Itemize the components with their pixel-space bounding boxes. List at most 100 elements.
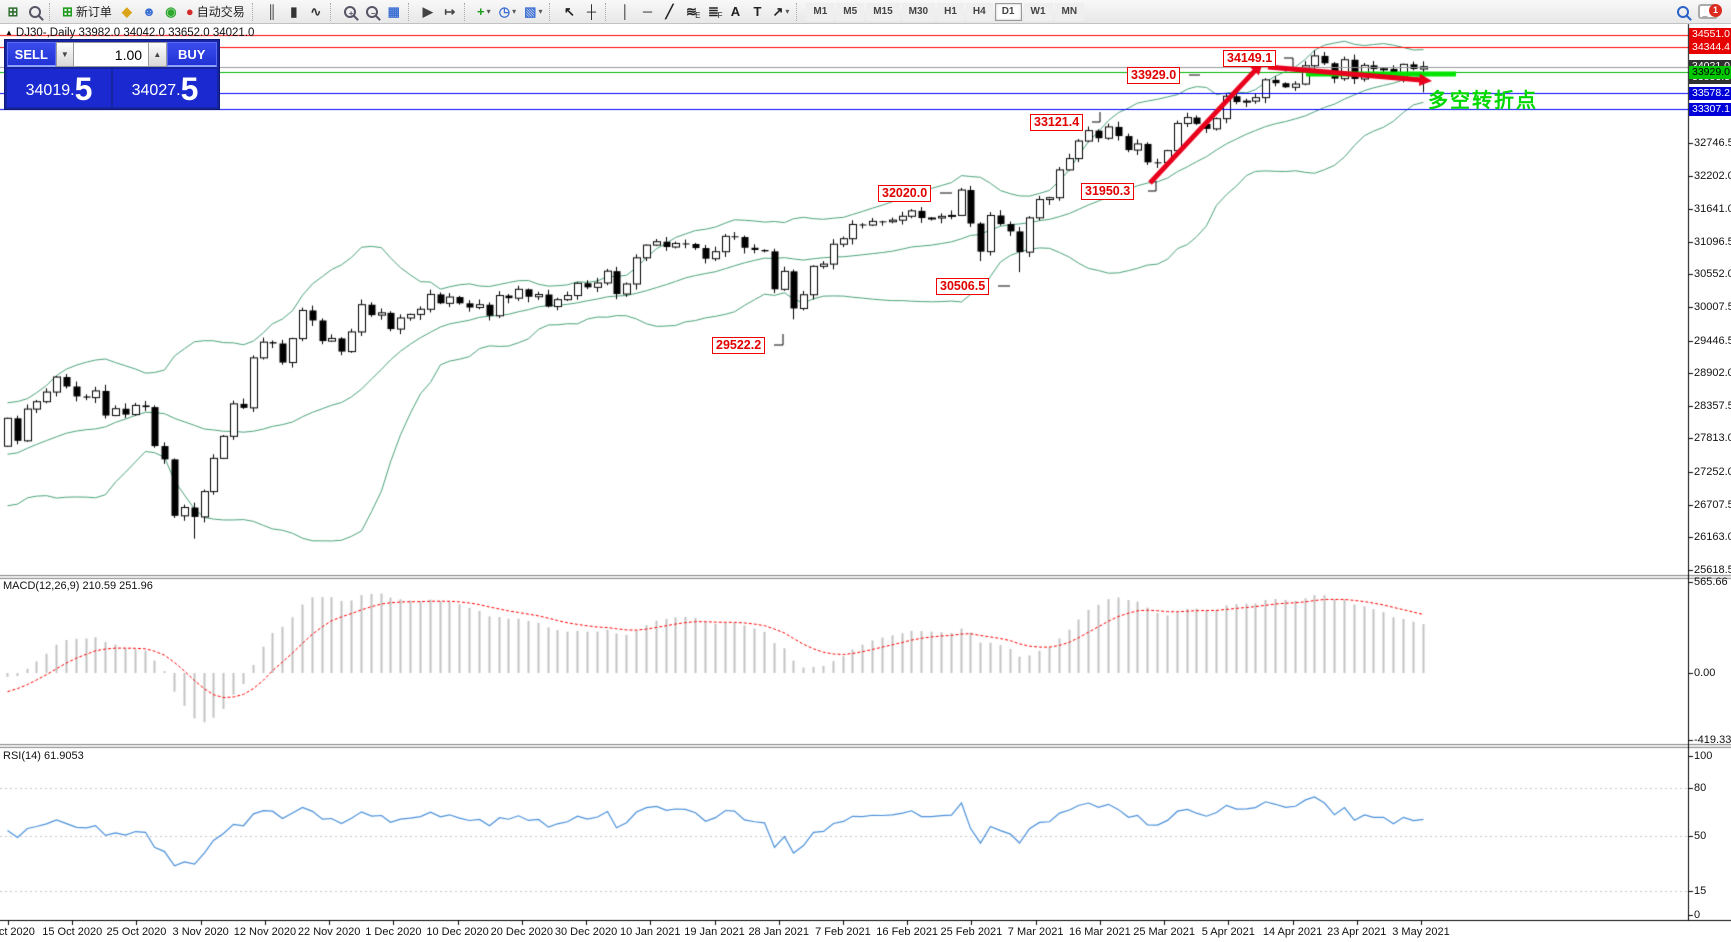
- search-icon: [1677, 5, 1689, 18]
- timeframe-m1-button[interactable]: M1: [806, 2, 835, 21]
- signal-icon: ◉: [165, 3, 177, 19]
- arrows-dropdown-icon: ▾: [785, 7, 790, 16]
- line-chart-icon: ∿: [310, 3, 322, 19]
- sell-button[interactable]: SELL: [7, 42, 56, 67]
- sell-price[interactable]: 34019. 5: [7, 69, 111, 107]
- price-axis-label: 31641.0: [1694, 203, 1731, 216]
- candlestick-chart-icon: ▮: [290, 3, 298, 19]
- timeframe-h4-button[interactable]: H4: [965, 2, 993, 21]
- auto-trading-button[interactable]: ● 自动交易: [183, 2, 248, 22]
- date-axis-label: 7 Mar 2021: [1007, 926, 1064, 938]
- horizontal-line-button[interactable]: ─: [637, 2, 657, 22]
- price-callout[interactable]: 32020.0: [878, 185, 932, 202]
- timeframe-m5-button[interactable]: M5: [836, 2, 865, 21]
- price-callout[interactable]: 31950.3: [1081, 183, 1135, 200]
- cursor-button[interactable]: ↖: [559, 2, 579, 22]
- notifications-icon: 1: [1698, 4, 1722, 19]
- volume-decrease-button[interactable]: ▼: [55, 42, 75, 67]
- styles-button[interactable]: ◆: [117, 2, 137, 22]
- trendline-button[interactable]: ╱: [659, 2, 679, 22]
- macd-label: MACD(12,26,9) 210.59 251.96: [3, 580, 153, 592]
- candlestick-chart-button[interactable]: ▮: [284, 2, 304, 22]
- turning-point-annotation[interactable]: 多空转折点: [1428, 90, 1538, 112]
- price-callout[interactable]: 33929.0: [1127, 67, 1181, 84]
- price-level-tag: 33307.1: [1689, 102, 1731, 116]
- price-callout[interactable]: 34149.1: [1223, 50, 1277, 67]
- text-button[interactable]: A: [725, 2, 745, 22]
- date-axis-label: 23 Apr 2021: [1327, 926, 1387, 938]
- timeframe-w1-button[interactable]: W1: [1023, 2, 1053, 21]
- rsi-axis-label: 100: [1694, 750, 1713, 762]
- timeframe-m15-button[interactable]: M15: [866, 2, 900, 21]
- new-chart-button[interactable]: ⊞: [3, 2, 23, 22]
- date-axis-label: 10 Jan 2021: [619, 926, 681, 938]
- signal-button[interactable]: ◉: [161, 2, 181, 22]
- chart-zoom-button[interactable]: [25, 2, 45, 22]
- search-button[interactable]: [1673, 2, 1693, 22]
- zoom-in-button[interactable]: +: [340, 2, 360, 22]
- fibonacci-button[interactable]: ≣ F: [703, 2, 723, 22]
- crosshair-icon: ┼: [586, 4, 597, 19]
- auto-scroll-icon: ▶: [422, 3, 433, 19]
- cursor-icon: ↖: [564, 3, 575, 19]
- timeframe-m30-button[interactable]: M30: [901, 2, 936, 21]
- chart-zoom-icon: [29, 5, 41, 18]
- macd-axis-label: -419.33: [1694, 734, 1731, 747]
- auto-scroll-button[interactable]: ▶: [418, 2, 438, 22]
- toolbar: ⊞ ⊞ 新订单 ◆ ☻ ◉ ● 自动交易 ║ ▮ ∿ + − ▦ ▶ ↦ + ▾ ◷ ▾ ▧ ▾ ↖ ┼ │ ─ ╱ ≋ E ≣ F A T ↗ ▾…: [0, 0, 1731, 24]
- toolbar-separator: [329, 2, 336, 21]
- zoom-out-icon: −: [365, 5, 378, 18]
- date-axis-label: 10 Dec 2020: [426, 926, 489, 938]
- vertical-line-button[interactable]: │: [615, 2, 635, 22]
- price-axis-label: 27813.0: [1694, 432, 1731, 445]
- zoom-out-button[interactable]: −: [362, 2, 382, 22]
- templates-button[interactable]: ▧ ▾: [521, 2, 545, 22]
- date-axis-label: 7 Feb 2021: [815, 926, 871, 938]
- text-icon: A: [730, 4, 741, 19]
- price-level-tag: 34344.4: [1689, 40, 1731, 54]
- timeframe-d1-button[interactable]: D1: [994, 2, 1022, 21]
- new-order-label: 新订单: [75, 5, 112, 19]
- bar-chart-button[interactable]: ║: [262, 2, 282, 22]
- volume-input[interactable]: [74, 42, 149, 67]
- volume-increase-button[interactable]: ▲: [148, 42, 167, 67]
- price-level-tag: 33929.0: [1689, 65, 1731, 79]
- notifications-button[interactable]: 1: [1695, 2, 1722, 22]
- macd-axis-label: 565.66: [1694, 576, 1728, 588]
- profile-icon: ☻: [142, 4, 156, 19]
- tile-windows-button[interactable]: ▦: [384, 2, 404, 22]
- rsi-axis-label: 15: [1694, 885, 1707, 898]
- zoom-in-icon: +: [343, 5, 356, 18]
- price-callout[interactable]: 29522.2: [712, 337, 766, 354]
- text-label-button[interactable]: T: [747, 2, 767, 22]
- buy-button[interactable]: BUY: [166, 42, 217, 67]
- profile-button[interactable]: ☻: [139, 2, 159, 22]
- price-axis-label: 31096.5: [1694, 235, 1731, 248]
- date-axis-label: 3 May 2021: [1392, 926, 1450, 938]
- date-axis-label: 1 Dec 2020: [365, 926, 422, 938]
- crosshair-button[interactable]: ┼: [581, 2, 601, 22]
- templates-dropdown-icon: ▾: [538, 7, 543, 16]
- arrows-button[interactable]: ↗ ▾: [769, 2, 792, 22]
- new-order-icon: ⊞: [62, 3, 73, 19]
- timeframe-h1-button[interactable]: H1: [937, 2, 964, 21]
- new-order-button[interactable]: ⊞ 新订单: [59, 2, 115, 22]
- indicators-button[interactable]: + ▾: [474, 2, 494, 22]
- buy-price[interactable]: 34027. 5: [113, 69, 217, 107]
- line-chart-button[interactable]: ∿: [306, 2, 326, 22]
- timeframe-mn-button[interactable]: MN: [1054, 2, 1085, 21]
- date-axis-label: 6 Oct 2020: [0, 926, 35, 938]
- fibonacci-icon: ≣: [708, 3, 719, 19]
- date-axis-label: 28 Jan 2021: [748, 926, 809, 938]
- periods-button[interactable]: ◷ ▾: [496, 2, 519, 22]
- equidistant-channel-button[interactable]: ≋ E: [681, 2, 701, 22]
- chart-title-text: DJ30-,Daily 33982.0 34042.0 33652.0 3402…: [15, 27, 255, 39]
- auto-trading-icon: ●: [185, 4, 194, 19]
- price-axis-label: 26707.5: [1694, 498, 1731, 511]
- price-callout[interactable]: 33121.4: [1030, 114, 1084, 131]
- chart-shift-button[interactable]: ↦: [440, 2, 460, 22]
- rsi-axis-label: 50: [1694, 829, 1707, 842]
- price-callout[interactable]: 30506.5: [936, 278, 990, 295]
- equidistant-channel-icon: ≋: [686, 3, 697, 19]
